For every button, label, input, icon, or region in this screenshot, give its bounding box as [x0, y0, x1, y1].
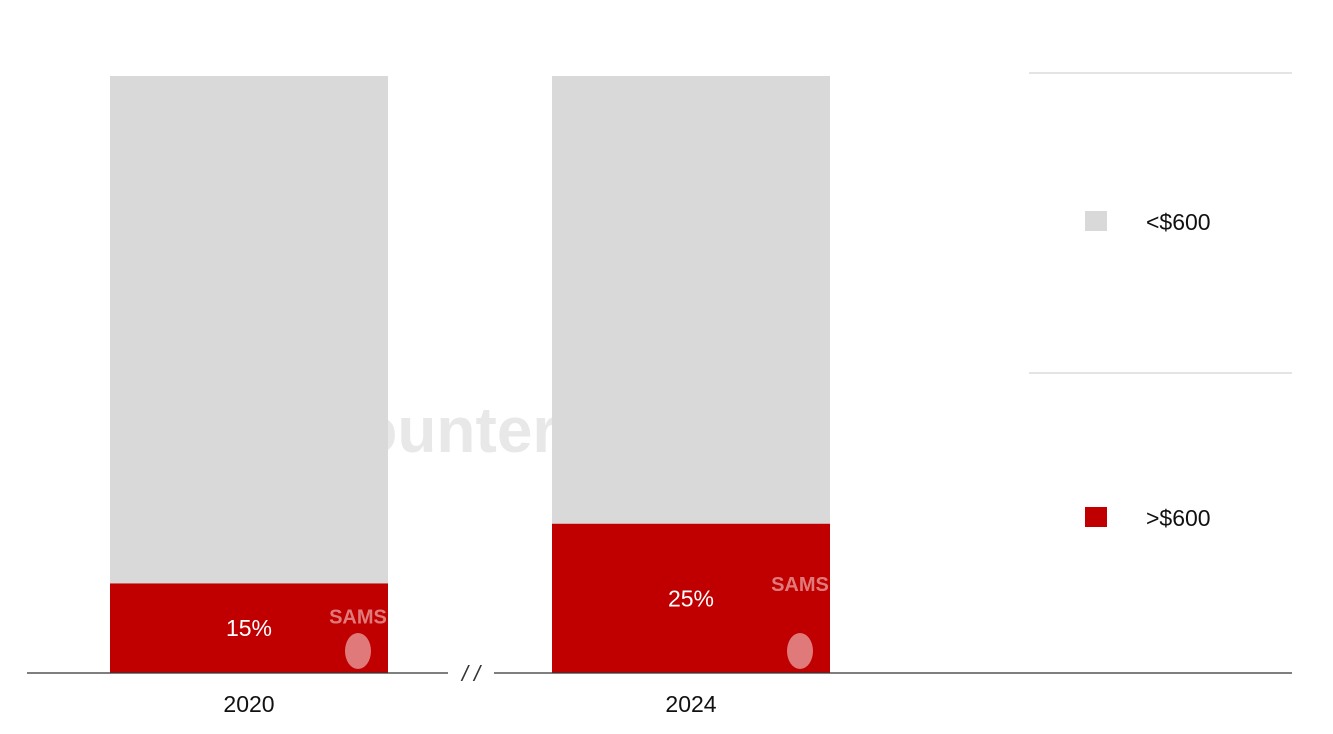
- axis-break-mark: / /: [460, 661, 482, 686]
- legend-swatch-under-600: [1085, 211, 1107, 231]
- apple-logo-icon: [345, 633, 371, 669]
- legend-swatch-over-600: [1085, 507, 1107, 527]
- x-tick-2024: 2024: [665, 691, 716, 717]
- bar-under-600-2020: [110, 76, 388, 584]
- legend-label-under-600: <$600: [1146, 209, 1211, 235]
- bar-over-600-2024: [552, 523, 830, 673]
- x-tick-2020: 2020: [223, 691, 274, 717]
- bar-under-600-2024: [552, 76, 830, 524]
- data-label-2020: 15%: [226, 615, 272, 641]
- x-axis: 2020 2024 / /: [27, 661, 1292, 717]
- legend: <$600 >$600: [1029, 72, 1292, 531]
- bar-over-600-2020: [110, 583, 388, 673]
- data-label-2024: 25%: [668, 585, 714, 611]
- brand-watermark-2020: SAMS: [329, 607, 387, 629]
- brand-watermark-2024: SAMS: [771, 574, 829, 596]
- bars-group: SAMS 15% SAMS 25%: [110, 76, 830, 673]
- legend-label-over-600: >$600: [1146, 505, 1211, 531]
- apple-logo-icon: [787, 633, 813, 669]
